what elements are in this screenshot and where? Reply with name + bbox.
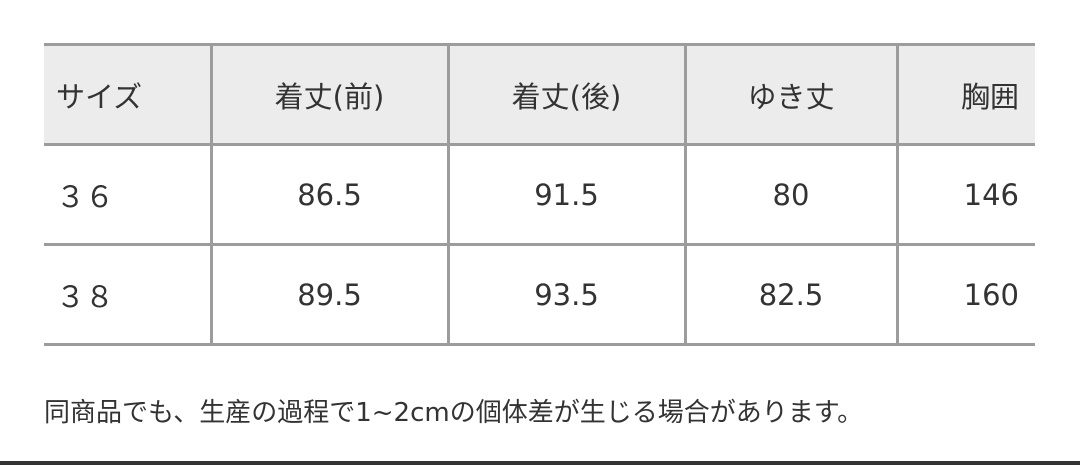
table-cell: 80 [683, 143, 899, 246]
size-table: サイズ 着丈(前) 着丈(後) ゆき丈 胸囲 ３６ 86.5 91.5 80 1… [44, 43, 1035, 346]
table-row: ３６ 86.5 91.5 80 146 [44, 143, 1035, 246]
table-cell: 89.5 [209, 243, 450, 346]
divider [0, 461, 1080, 465]
table-cell: 146 [895, 143, 1035, 246]
table-header-row: サイズ 着丈(前) 着丈(後) ゆき丈 胸囲 [44, 43, 1035, 146]
table-cell: 82.5 [683, 243, 899, 346]
header-length-back: 着丈(後) [446, 43, 687, 146]
table-cell: 93.5 [446, 243, 687, 346]
header-length-front: 着丈(前) [209, 43, 450, 146]
table-cell: ３６ [44, 143, 213, 246]
table-row: ３８ 89.5 93.5 82.5 160 [44, 243, 1035, 346]
size-note: 同商品でも、生産の過程で1~2cmの個体差が生じる場合があります。 [44, 398, 864, 428]
header-sleeve: ゆき丈 [683, 43, 899, 146]
header-size: サイズ [44, 43, 213, 146]
table-cell: ３８ [44, 243, 213, 346]
header-chest: 胸囲 [895, 43, 1035, 146]
table-cell: 86.5 [209, 143, 450, 246]
table-cell: 160 [895, 243, 1035, 346]
table-cell: 91.5 [446, 143, 687, 246]
